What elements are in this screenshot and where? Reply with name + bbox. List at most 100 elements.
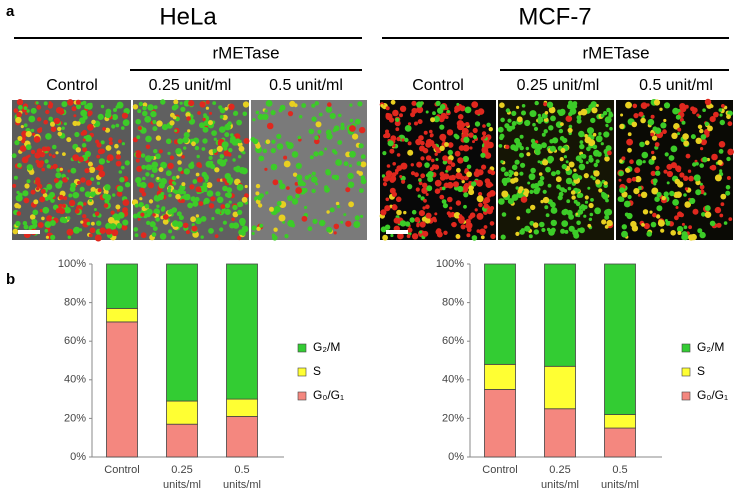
cell	[132, 137, 138, 143]
x-tick-label-line: units/ml	[601, 479, 639, 491]
cell	[439, 104, 446, 110]
treatment: rMETase	[212, 43, 279, 62]
cell	[425, 212, 432, 219]
cell	[634, 167, 641, 174]
cell	[644, 140, 650, 146]
cell	[560, 228, 566, 234]
x-tick-label-line: units/ml	[163, 479, 201, 491]
cell	[543, 129, 548, 134]
cell	[273, 227, 278, 232]
cell	[436, 231, 443, 238]
cell	[226, 187, 233, 193]
cell	[466, 233, 471, 238]
cell	[206, 182, 213, 189]
cell	[67, 99, 74, 106]
cell	[507, 118, 512, 123]
cell	[474, 109, 480, 115]
cell	[214, 167, 220, 173]
cell	[609, 126, 613, 131]
cell	[150, 155, 154, 160]
cell	[442, 203, 448, 209]
cell	[304, 175, 310, 180]
cell	[72, 154, 80, 162]
x-tick-label: Control	[104, 464, 139, 476]
cell	[30, 189, 36, 195]
cell	[15, 194, 23, 202]
micrograph	[497, 100, 614, 240]
x-tick-label: Control	[482, 464, 517, 476]
cell	[392, 162, 397, 166]
cell	[141, 129, 146, 134]
cell	[173, 99, 179, 105]
x-tick-label-line: 0.5	[234, 464, 249, 476]
cell	[270, 148, 276, 154]
cell	[140, 212, 145, 217]
cell	[603, 181, 608, 186]
cell	[196, 162, 202, 168]
cell	[481, 164, 487, 170]
cell	[335, 201, 340, 206]
cell	[607, 150, 612, 156]
cell	[629, 159, 634, 164]
cell	[641, 151, 649, 159]
cell	[560, 148, 566, 153]
cell	[438, 116, 445, 123]
cell	[558, 128, 564, 134]
cell	[414, 217, 420, 223]
cell	[327, 227, 333, 233]
cell	[171, 105, 178, 111]
cell	[278, 214, 286, 222]
legend-label: G₀/G₁	[697, 388, 728, 402]
cell	[524, 225, 531, 232]
cell	[255, 143, 261, 149]
cell	[537, 113, 542, 117]
cell	[224, 107, 229, 111]
cell	[31, 219, 38, 225]
cell	[142, 176, 146, 181]
cell	[425, 193, 429, 196]
cell	[203, 197, 210, 204]
cell	[406, 234, 411, 239]
cell	[385, 106, 390, 111]
cell	[144, 115, 152, 123]
cell	[287, 111, 294, 117]
cell	[659, 107, 663, 112]
cell	[35, 101, 39, 105]
cell	[104, 184, 111, 191]
cell	[100, 104, 105, 109]
cell	[602, 193, 609, 200]
cell	[190, 196, 196, 202]
cell	[639, 141, 645, 148]
cell	[602, 111, 608, 116]
cell	[682, 133, 689, 140]
cell	[227, 152, 232, 157]
cell	[469, 146, 473, 150]
cell	[270, 110, 276, 116]
cell	[699, 128, 704, 134]
cell	[80, 177, 86, 183]
cell	[190, 216, 197, 223]
cell	[536, 143, 541, 148]
cell	[567, 186, 572, 191]
y-tick-label: 0%	[448, 451, 464, 463]
cell	[427, 176, 434, 183]
cell	[180, 170, 184, 175]
cell	[333, 231, 337, 235]
cell	[295, 193, 300, 199]
cell	[647, 118, 655, 126]
cell	[423, 198, 427, 203]
cell	[98, 170, 106, 178]
cell	[618, 178, 622, 182]
cell	[75, 99, 81, 105]
cell	[273, 205, 281, 213]
cell	[567, 103, 573, 110]
cell	[73, 226, 80, 234]
cell	[719, 113, 723, 117]
cell	[700, 138, 707, 146]
cell	[182, 136, 189, 144]
cell	[345, 220, 352, 227]
cell	[652, 178, 658, 184]
cell	[106, 154, 114, 162]
cell	[80, 101, 85, 106]
